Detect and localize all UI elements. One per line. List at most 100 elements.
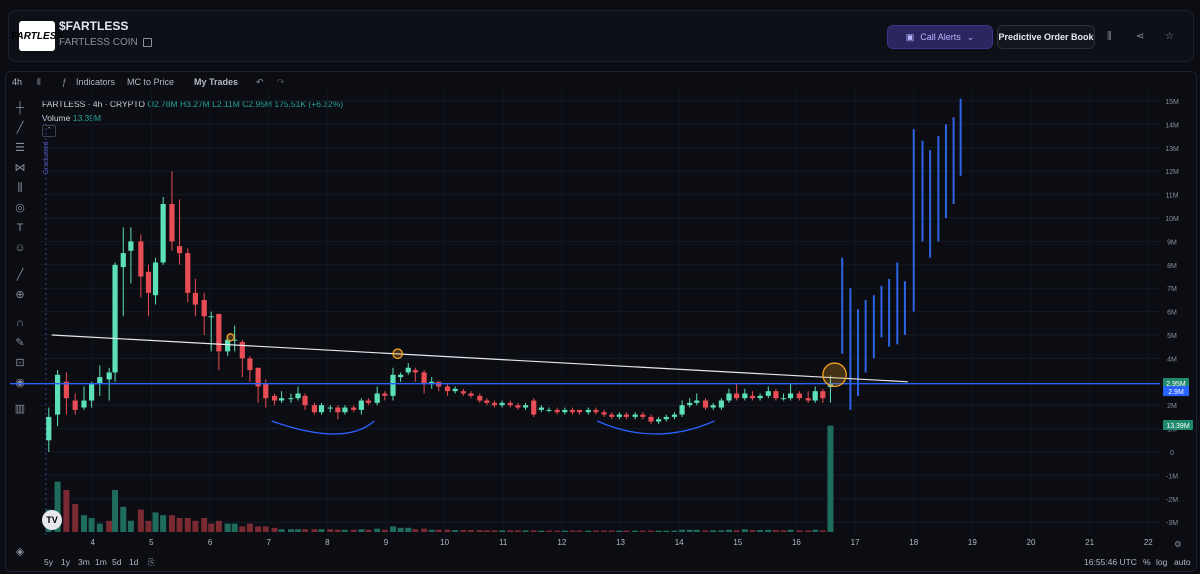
y-tick-label: 14M xyxy=(1165,122,1179,129)
x-tick-label: 22 xyxy=(1144,538,1153,547)
bars-icon[interactable]: ⫼ xyxy=(1107,31,1112,42)
candle-body xyxy=(687,402,693,406)
volume-bar xyxy=(208,523,215,532)
candle-body xyxy=(263,384,269,399)
chart-panel xyxy=(5,71,1197,572)
predictive-order-book-button[interactable]: Predictive Order Book xyxy=(997,25,1095,49)
my-trades-dropdown[interactable]: My Trades xyxy=(194,77,239,87)
volume-bar xyxy=(412,529,419,532)
volume-bar xyxy=(648,530,655,532)
pattern-tool-icon[interactable]: ⋈ xyxy=(14,162,26,174)
highlight-circle xyxy=(226,333,235,342)
range-5y[interactable]: 5y xyxy=(44,557,53,567)
y-tick-label: -2M xyxy=(1166,497,1178,504)
candle-body xyxy=(255,367,261,387)
trash-icon[interactable]: ▥ xyxy=(14,403,26,415)
y-tick-label: 2M xyxy=(1167,403,1177,410)
eye-icon[interactable]: ◉ xyxy=(15,377,25,389)
undo-icon[interactable]: ↶ xyxy=(256,77,264,87)
volume-bar xyxy=(476,530,483,532)
volume-bar xyxy=(54,481,61,532)
candle-body xyxy=(351,407,357,410)
candle-body xyxy=(623,414,629,417)
volume-bar xyxy=(88,518,95,532)
volume-bar xyxy=(663,530,670,532)
candle-body xyxy=(710,405,716,408)
percent-toggle[interactable]: % xyxy=(1143,557,1151,567)
candle-body xyxy=(742,393,748,399)
candle-body xyxy=(648,416,654,422)
volume-bar xyxy=(499,530,506,532)
crosshair-icon[interactable]: ┼ xyxy=(16,102,24,114)
candle-body xyxy=(765,391,771,396)
range-1y[interactable]: 1y xyxy=(61,557,70,567)
candle-body xyxy=(679,405,685,415)
volume-label-text: 13.39M xyxy=(1166,423,1190,430)
candle-type-icon[interactable]: ⫴ xyxy=(37,77,41,87)
ruler-icon[interactable]: ╱ xyxy=(16,269,24,281)
indicators-icon[interactable]: ƒ xyxy=(62,77,68,87)
fib-tool-icon[interactable]: ☰ xyxy=(15,142,25,154)
volume-bar xyxy=(72,504,79,532)
prediction-tool-icon[interactable]: ⫼ xyxy=(17,182,23,194)
copy-icon[interactable] xyxy=(142,38,152,47)
tradingview-logo[interactable]: TV xyxy=(42,510,62,530)
candle-body xyxy=(499,402,505,406)
star-icon[interactable]: ☆ xyxy=(1165,31,1174,42)
range-1m[interactable]: 1m xyxy=(95,557,107,567)
interval-selector[interactable]: 4h xyxy=(12,77,23,87)
mc-to-price-button[interactable]: MC to Price xyxy=(127,77,175,87)
graduated-label: Graduated xyxy=(43,141,50,174)
collapse-legend-button[interactable]: ⌃ xyxy=(42,125,56,137)
x-tick-label: 11 xyxy=(499,538,508,547)
auto-toggle[interactable]: auto xyxy=(1174,557,1191,567)
candle-body xyxy=(593,409,599,413)
stay-drawing-icon[interactable]: ✎ xyxy=(15,337,25,349)
symbol-label: FARTLESS · 4h · CRYPTO xyxy=(42,99,145,109)
range-1d[interactable]: 1d xyxy=(129,557,139,567)
trendline-tool-icon[interactable]: ╱ xyxy=(16,122,24,134)
range-3m[interactable]: 3m xyxy=(78,557,90,567)
shapes-tool-icon[interactable]: ◎ xyxy=(15,202,25,214)
candle-body xyxy=(390,374,396,396)
volume-bar xyxy=(780,530,787,532)
text-tool-icon[interactable]: T xyxy=(16,222,24,234)
candle-body xyxy=(421,372,427,385)
chevron-down-icon: ⌄ xyxy=(232,77,240,87)
settings-icon[interactable]: ⚙ xyxy=(1174,539,1182,549)
x-tick-label: 15 xyxy=(733,538,742,547)
range-5d[interactable]: 5d xyxy=(112,557,122,567)
log-toggle[interactable]: log xyxy=(1156,557,1168,567)
candle-body xyxy=(46,416,52,441)
lock-icon[interactable]: ⊡ xyxy=(15,357,25,369)
price-label-text: 2.95M xyxy=(1166,381,1186,388)
layers-icon[interactable]: ◈ xyxy=(15,546,25,558)
emoji-tool-icon[interactable]: ☺ xyxy=(14,242,26,254)
candle-body xyxy=(640,414,646,417)
share-icon[interactable]: ⋖ xyxy=(1136,31,1145,42)
y-tick-label: 8M xyxy=(1167,263,1177,270)
volume-bar xyxy=(255,526,262,532)
candle-body xyxy=(97,377,103,385)
volume-bar xyxy=(302,529,309,532)
candle-body xyxy=(429,381,435,385)
candle-body xyxy=(278,398,285,401)
zoom-in-icon[interactable]: ⊕ xyxy=(15,289,25,301)
candle-body xyxy=(718,400,724,408)
indicators-button[interactable]: Indicators xyxy=(76,77,116,87)
date-range-icon[interactable]: ⎘ xyxy=(148,557,155,567)
magnet-icon[interactable]: ∩ xyxy=(16,317,24,329)
volume-bar xyxy=(757,530,764,532)
axes: 15M14M13M12M11M10M9M8M7M6M5M4M3M2M1M0-1M… xyxy=(91,99,1193,547)
candle-body xyxy=(288,398,294,400)
redo-icon[interactable]: ↷ xyxy=(277,77,285,87)
volume-bar xyxy=(483,530,490,532)
candle-body xyxy=(54,374,61,415)
call-alerts-button[interactable]: ▣ Call Alerts ⌄ xyxy=(887,25,993,49)
volume-bar xyxy=(397,527,404,532)
volume-bar xyxy=(152,512,159,532)
candle-body xyxy=(311,405,318,413)
volume-bar xyxy=(80,515,87,532)
y-tick-label: -3M xyxy=(1166,520,1178,527)
